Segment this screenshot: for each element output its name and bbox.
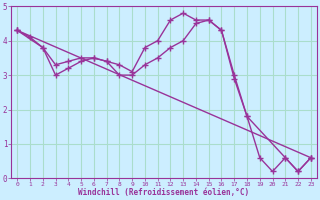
X-axis label: Windchill (Refroidissement éolien,°C): Windchill (Refroidissement éolien,°C)	[78, 188, 250, 197]
